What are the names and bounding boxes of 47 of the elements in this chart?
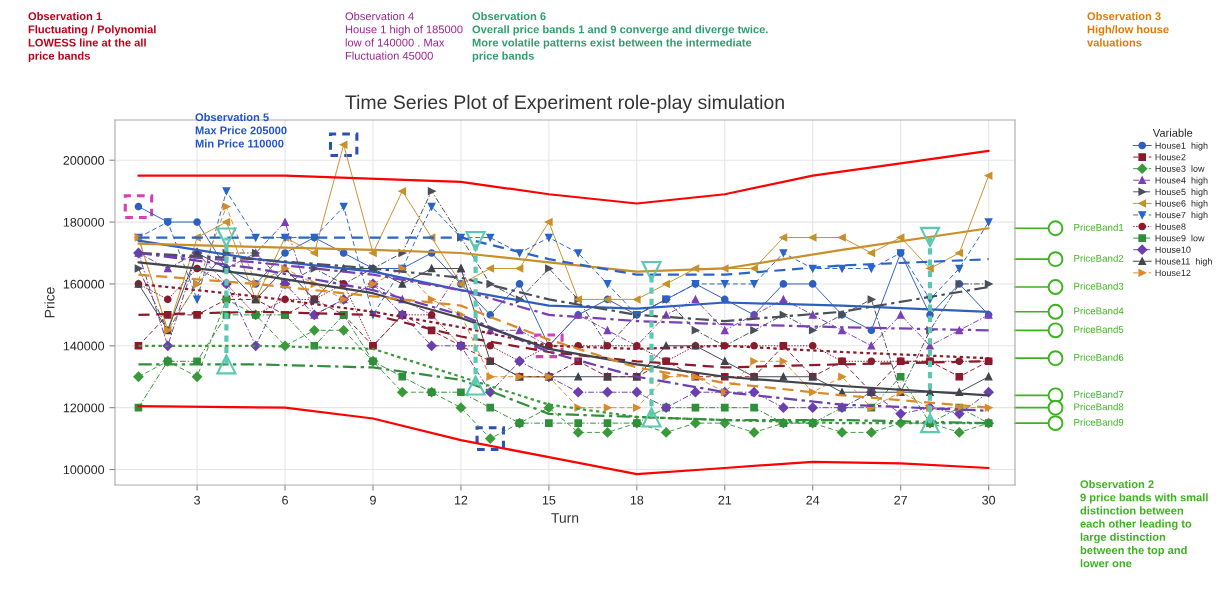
legend-title: Variable <box>1152 128 1193 137</box>
text: Observation 3 High/low house valuations <box>1087 12 1169 47</box>
x-tick-label: 30 <box>982 495 996 505</box>
chart-title: Time Series Plot of Experiment role-play simulation <box>345 94 784 113</box>
legend-label: House10 <box>1155 246 1191 253</box>
x-tick-label: 9 <box>370 495 376 505</box>
text: PriceBand4 <box>1074 307 1124 315</box>
legend-label: House12 <box>1155 269 1191 277</box>
y-tick-label: 100000 <box>63 465 105 475</box>
legend-label: House9 low <box>1155 234 1205 242</box>
x-tick-label: 18 <box>630 495 644 505</box>
x-tick-label: 27 <box>894 495 907 505</box>
y-tick-label: 200000 <box>63 156 105 165</box>
text: PriceBand1 <box>1074 223 1124 231</box>
legend-label: House11 high <box>1155 257 1212 267</box>
legend-label: House6 high <box>1155 200 1208 209</box>
legend-label: House2 <box>1155 153 1186 161</box>
text: Observation 4 House 1 high of 185000 low of 140000 . Max Fluctuation 45000 <box>345 12 463 60</box>
x-tick-label: 3 <box>194 495 201 505</box>
y-axis-title: Price <box>44 287 55 318</box>
x-tick-label: 21 <box>718 495 732 505</box>
text: PriceBand8 <box>1074 403 1124 411</box>
legend-label: House1 high <box>1155 142 1208 151</box>
legend-label: House7 high <box>1155 211 1208 220</box>
y-tick-label: 140000 <box>63 341 105 351</box>
legend-label: House8 <box>1155 223 1186 230</box>
legend-label: House4 high <box>1155 176 1208 186</box>
text: PriceBand9 <box>1074 418 1124 426</box>
text: PriceBand5 <box>1074 325 1124 333</box>
x-tick-label: 12 <box>454 495 468 505</box>
text: PriceBand6 <box>1074 353 1124 361</box>
y-tick-label: 120000 <box>63 403 105 413</box>
legend-label: House5 high <box>1155 188 1208 197</box>
x-tick-label: 6 <box>282 495 288 505</box>
text: Observation 1 Fluctuating / Polynomial LOWESS line at the all price bands <box>28 12 156 62</box>
text: PriceBand2 <box>1074 254 1124 262</box>
annotation: Observation 5 Max Price 205000 Min Price 110000 <box>195 113 287 148</box>
text: PriceBand7 <box>1074 390 1124 398</box>
text: Observation 2 9 price bands with small distinction between each other leading to large distinction between the top and lower one <box>1080 480 1208 568</box>
x-axis-title: Turn <box>551 513 579 523</box>
text: PriceBand3 <box>1074 282 1124 290</box>
text: Observation 6 Overall price bands 1 and 9 converge and diverge twice. More volatile patterns exist between the intermediate price bands <box>472 12 768 62</box>
x-tick-label: 15 <box>542 495 556 505</box>
legend-label: House3 low <box>1155 165 1205 172</box>
x-tick-label: 24 <box>806 495 820 505</box>
y-tick-label: 180000 <box>63 217 105 227</box>
y-tick-label: 160000 <box>63 279 105 289</box>
